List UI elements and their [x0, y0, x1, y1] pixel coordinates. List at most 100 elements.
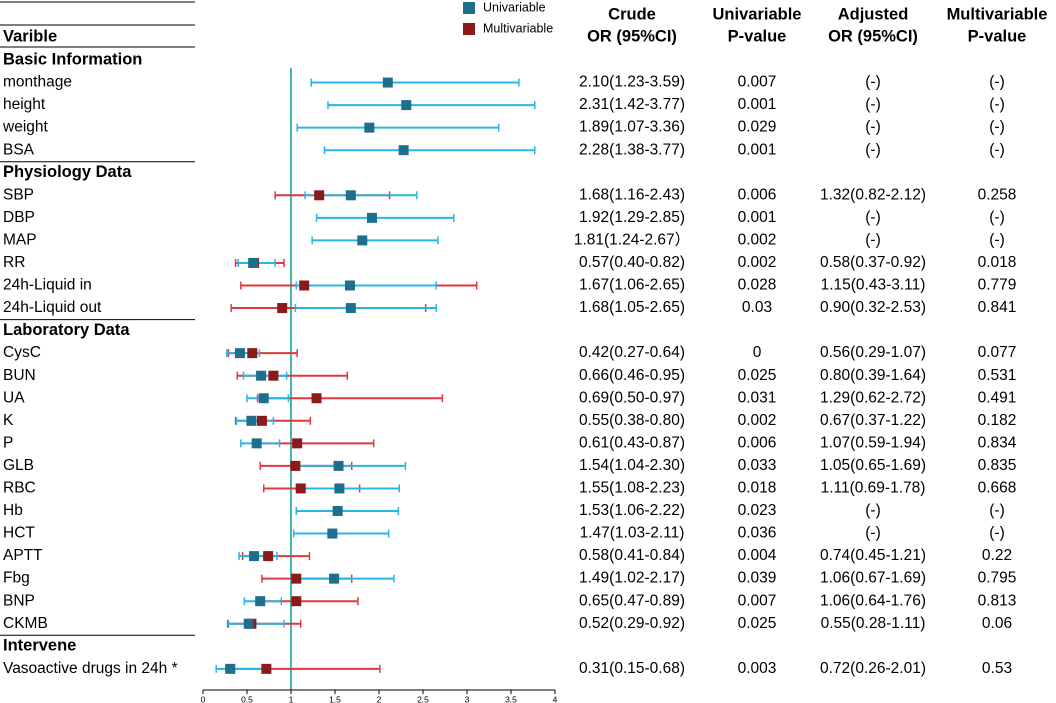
multivariable-p-sbp: 0.258	[978, 186, 1017, 203]
crude-or-fbg: 1.49(1.02-2.17)	[579, 570, 685, 587]
x-tick-label-0.5: 0.5	[241, 694, 253, 703]
adjusted-or-weight: (-)	[865, 119, 881, 136]
multivariable-p-ckmb: 0.06	[982, 615, 1012, 632]
row-label-hct: HCT	[3, 525, 35, 542]
univariable-monthage-point	[382, 77, 393, 88]
univariable-p-ua: 0.031	[738, 389, 777, 406]
univariable-p-header-line2: P-value	[728, 27, 787, 45]
adjusted-or-24h-liquid-out: 0.90(0.32-2.53)	[820, 299, 926, 316]
multivariable-p-bnp: 0.813	[978, 592, 1017, 609]
x-tick-label-1.5: 1.5	[329, 694, 341, 703]
univariable-bun-point	[256, 370, 267, 381]
multivariable-p-rr: 0.018	[978, 254, 1017, 271]
multivariable-p-monthage: (-)	[989, 74, 1005, 91]
adjusted-or-monthage: (-)	[865, 74, 881, 91]
row-label-hb: Hb	[3, 502, 23, 519]
adjusted-or-vasoactive-drugs-in-24h: 0.72(0.26-2.01)	[820, 660, 926, 677]
adjusted-or-hct: (-)	[865, 525, 881, 542]
x-tick-label-3: 3	[465, 694, 470, 703]
row-label-aptt: APTT	[3, 547, 43, 564]
multivariable-p-ua: 0.491	[978, 389, 1017, 406]
univariable-p-header-line1: Univariable	[713, 5, 802, 23]
row-label-vasoactive-drugs-in-24h: Vasoactive drugs in 24h *	[3, 660, 178, 677]
row-label-monthage: monthage	[3, 74, 72, 91]
multivariable-p-bun: 0.531	[978, 367, 1017, 384]
crude-or-cysc: 0.42(0.27-0.64)	[579, 344, 685, 361]
multivariable-p-bsa: (-)	[989, 141, 1005, 158]
multivariable-p-hb: (-)	[989, 502, 1005, 519]
univariable-p-24h-liquid-out: 0.03	[742, 299, 772, 316]
univariable-p-p: 0.006	[738, 434, 777, 451]
univariable-p-24h-liquid-in: 0.028	[738, 277, 777, 294]
univariable-fbg-point	[329, 573, 340, 584]
univariable-k-point	[246, 415, 257, 426]
multivariable-p-24h-liquid-out: 0.841	[978, 299, 1017, 316]
multivariable-ua-point	[311, 393, 322, 404]
section-intervene: Intervene	[3, 637, 76, 655]
multivariable-bun-point	[268, 370, 279, 381]
row-label-height: height	[3, 96, 46, 113]
univariable-p-monthage: 0.007	[738, 74, 777, 91]
multivariable-24h-liquid-in-point	[299, 280, 310, 291]
multivariable-p-aptt: 0.22	[982, 547, 1012, 564]
univariable-aptt-point	[249, 551, 260, 562]
multivariable-p-dbp: (-)	[989, 209, 1005, 226]
univariable-p-weight: 0.029	[738, 119, 777, 136]
univariable-glb-point	[333, 460, 344, 471]
row-label-rbc: RBC	[3, 480, 36, 497]
univariable-p-glb: 0.033	[738, 457, 777, 474]
adjusted-or-fbg: 1.06(0.67-1.69)	[820, 570, 926, 587]
crude-or-dbp: 1.92(1.29-2.85)	[579, 209, 685, 226]
multivariable-24h-liquid-out-point	[277, 303, 288, 314]
univariable-24h-liquid-in-point	[344, 280, 355, 291]
multivariable-p-cysc: 0.077	[978, 344, 1017, 361]
univariable-rr-point	[248, 257, 259, 268]
multivariable-p-24h-liquid-in: 0.779	[978, 277, 1017, 294]
multivariable-p-k: 0.182	[978, 412, 1017, 429]
row-label-24h-liquid-out: 24h-Liquid out	[3, 299, 102, 316]
multivariable-bnp-point	[291, 596, 302, 607]
adjusted-or-cysc: 0.56(0.29-1.07)	[820, 344, 926, 361]
multivariable-p-glb: 0.835	[978, 457, 1017, 474]
row-label-cysc: CysC	[3, 344, 41, 361]
row-label-sbp: SBP	[3, 186, 34, 203]
multivariable-p-vasoactive-drugs-in-24h: 0.53	[982, 660, 1012, 677]
crude-or-bun: 0.66(0.46-0.95)	[579, 367, 685, 384]
univariable-sbp-point	[345, 190, 356, 201]
adjusted-or-map: (-)	[865, 231, 881, 248]
adjusted-or-hb: (-)	[865, 502, 881, 519]
univariable-p-cysc: 0	[753, 344, 762, 361]
adjusted-or-bsa: (-)	[865, 141, 881, 158]
x-tick-label-1: 1	[289, 694, 294, 703]
multivariable-aptt-point	[263, 551, 274, 562]
univariable-p-k: 0.002	[738, 412, 777, 429]
multivariable-sbp-point	[314, 190, 325, 201]
multivariable-p-header-line1: Multivariable	[947, 5, 1048, 23]
row-label-glb: GLB	[3, 457, 34, 474]
adjusted-or-ckmb: 0.55(0.28-1.11)	[821, 615, 926, 632]
adjusted-or-k: 0.67(0.37-1.22)	[820, 412, 926, 429]
multivariable-p-hct: (-)	[989, 525, 1005, 542]
adjusted-or-rr: 0.58(0.37-0.92)	[820, 254, 926, 271]
adjusted-or-bnp: 1.06(0.64-1.76)	[820, 592, 926, 609]
multivariable-glb-point	[290, 460, 301, 471]
univariable-p-map: 0.002	[738, 231, 777, 248]
adjusted-or-rbc: 1.11(0.69-1.78)	[821, 480, 926, 497]
adjusted-or-24h-liquid-in: 1.15(0.43-3.11)	[821, 277, 926, 294]
row-label-24h-liquid-in: 24h-Liquid in	[3, 277, 92, 294]
univariable-p-fbg: 0.039	[738, 570, 777, 587]
crude-or-rbc: 1.55(1.08-2.23)	[579, 480, 685, 497]
univariable-p-hb: 0.023	[738, 502, 777, 519]
univariable-p-hct: 0.036	[738, 525, 777, 542]
univariable-dbp-point	[366, 212, 377, 223]
row-label-p: P	[3, 434, 13, 451]
crude-or-header-line2: OR (95%CI)	[587, 27, 677, 45]
multivariable-p-height: (-)	[989, 96, 1005, 113]
crude-or-glb: 1.54(1.04-2.30)	[579, 457, 685, 474]
univariable-p-bsa: 0.001	[738, 141, 777, 158]
x-tick-label-4: 4	[553, 694, 558, 703]
crude-or-bnp: 0.65(0.47-0.89)	[579, 592, 685, 609]
univariable-bsa-point	[398, 145, 409, 156]
crude-or-ua: 0.69(0.50-0.97)	[579, 389, 685, 406]
